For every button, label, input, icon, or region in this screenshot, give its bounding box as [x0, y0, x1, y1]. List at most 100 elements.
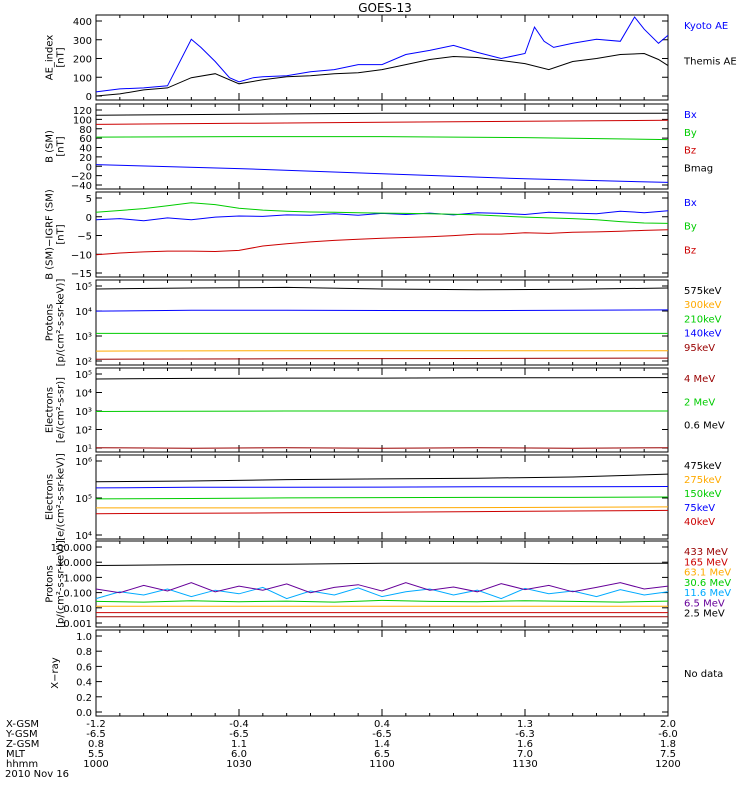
- y-axis-label: [e/(cm²-s-sr-keV)]: [56, 453, 67, 541]
- panel-7: 1.0 0.8 0.6 0.4 0.2 0.0 X−ray No data: [50, 629, 723, 719]
- y-axis-label: Electrons: [45, 474, 56, 520]
- date-label: 2010 Nov 16: [5, 769, 69, 780]
- y-tick-label: 5: [86, 194, 92, 205]
- orbit-row-label: Z-GSM: [6, 739, 39, 750]
- legend-entry: 6.5 MeV: [684, 598, 725, 609]
- legend-entry: By: [684, 222, 697, 233]
- orbit-row-label: X-GSM: [6, 719, 39, 730]
- y-tick-label: 10⁴: [75, 531, 92, 542]
- y-tick-label: 1.0: [76, 632, 92, 643]
- y-axis-label: B (SM)−IGRF (SM): [45, 189, 56, 280]
- legend-entry: 150keV: [684, 489, 722, 500]
- y-tick-label: 10⁵: [75, 282, 92, 293]
- legend-entry: 300keV: [684, 300, 722, 311]
- series-line-475kev: [95, 473, 669, 483]
- y-tick-label: −15: [71, 269, 92, 280]
- orbit-value: 1.8: [660, 739, 676, 750]
- y-tick-label: 10⁵: [75, 370, 92, 381]
- series-line-30.6-mev: [95, 599, 669, 603]
- orbit-value: 1030: [226, 759, 251, 770]
- legend-entry: Themis AE: [683, 57, 737, 68]
- y-tick-label: 0: [86, 92, 92, 103]
- y-tick-label: 100: [73, 73, 92, 84]
- y-axis-label: [nT]: [56, 47, 67, 67]
- y-tick-label: 10³: [75, 332, 92, 343]
- legend-entry: 0.6 MeV: [684, 421, 725, 432]
- y-tick-label: 0.4: [76, 678, 92, 689]
- series-line-2-mev: [95, 410, 668, 412]
- figure-title: GOES-13: [358, 1, 412, 15]
- orbit-value: -6.5: [229, 729, 249, 740]
- series-line-275kev: [96, 506, 669, 509]
- panel-4: 10⁵ 10⁴ 10³ 10² 10¹ Electrons [e/(cm²-s-sr)] 4 …: [45, 367, 725, 455]
- panel-frame: [95, 629, 669, 717]
- legend-entry: Bmag: [684, 163, 713, 174]
- orbit-value: 0.4: [374, 719, 390, 730]
- orbit-table: X-GSM -1.2 -0.4 0.4 1.3 2.0 Y-GSM -6.5 -6.5 -6.5 -…: [5, 719, 681, 770]
- orbit-value: 1.1: [231, 739, 247, 750]
- y-axis-label: [e/(cm²-s-sr)]: [56, 377, 67, 443]
- y-axis-label: [p/(cm²-s-sr-keV)]: [56, 279, 67, 367]
- orbit-value: 1200: [655, 759, 680, 770]
- y-tick-label: 10⁴: [75, 307, 92, 318]
- y-tick-label: −5: [77, 232, 92, 243]
- y-tick-label: 10⁶: [75, 457, 92, 468]
- series-line-575kev: [95, 286, 669, 291]
- panel-frame: [95, 540, 669, 628]
- series-line-140kev: [95, 309, 669, 312]
- y-tick-label: 10³: [75, 407, 92, 418]
- y-tick-label: 0.2: [76, 693, 92, 704]
- orbit-value: -6.5: [372, 729, 392, 740]
- orbit-value: 1130: [512, 759, 537, 770]
- orbit-value: -1.2: [86, 719, 106, 730]
- legend-entry: 433 MeV: [684, 547, 728, 558]
- orbit-value: -6.5: [86, 729, 106, 740]
- panel-3: 10⁵ 10⁴ 10³ 10² Protons [p/(cm²-s-sr-keV)] 575…: [45, 279, 722, 368]
- y-axis-label: [nT]: [56, 224, 67, 244]
- orbit-value: 1.3: [517, 719, 533, 730]
- orbit-value: -0.4: [229, 719, 249, 730]
- orbit-value: 1.4: [374, 739, 390, 750]
- y-axis-label: Electrons: [45, 387, 56, 433]
- series-line-bz: [95, 119, 669, 125]
- series-line-2.5-mev: [95, 562, 669, 566]
- legend-entry: 63.1 MeV: [684, 568, 731, 579]
- y-tick-label: 10⁴: [75, 389, 92, 400]
- y-tick-label: 0: [86, 162, 92, 173]
- series-line-4-mev: [95, 447, 669, 449]
- y-tick-label: 0.010: [63, 604, 92, 615]
- series-line-bz: [95, 229, 669, 256]
- orbit-value: -6.3: [515, 729, 535, 740]
- panel-frame: [95, 103, 669, 190]
- series-line-11.6-mev: [95, 586, 669, 600]
- orbit-value: 6.5: [374, 749, 390, 760]
- legend-entry: 11.6 MeV: [684, 588, 731, 599]
- y-axis-label: B (SM): [45, 130, 56, 163]
- legend-entry: 210keV: [684, 314, 722, 325]
- y-tick-label: 10²: [75, 426, 92, 437]
- y-tick-label: 100.000: [51, 543, 92, 554]
- y-tick-label: 400: [73, 17, 92, 28]
- legend-entry: 95keV: [684, 343, 715, 354]
- series-line-kyoto-ae: [95, 16, 669, 93]
- y-tick-label: 0.8: [76, 647, 92, 658]
- series-line-150kev: [95, 496, 669, 500]
- legend-entry: 75keV: [684, 503, 715, 514]
- y-tick-label: 0.100: [63, 589, 92, 600]
- orbit-value: -6.0: [658, 729, 678, 740]
- orbit-row-label: Y-GSM: [5, 729, 38, 740]
- y-tick-label: 200: [73, 55, 92, 66]
- legend-entry: 575keV: [684, 286, 722, 297]
- legend-entry: Bz: [684, 146, 696, 157]
- panel-frame: [95, 367, 669, 453]
- series-line-by: [95, 202, 669, 224]
- y-axis-label: [p/(cm²-s-sr-keV)]: [56, 540, 67, 628]
- orbit-row-label: MLT: [6, 749, 26, 760]
- orbit-value: 1.6: [517, 739, 533, 750]
- series-line-75kev: [95, 486, 669, 489]
- legend-entry: 2.5 MeV: [684, 609, 725, 620]
- orbit-row-label: hhmm: [6, 759, 38, 770]
- y-tick-label: 0.6: [76, 662, 92, 673]
